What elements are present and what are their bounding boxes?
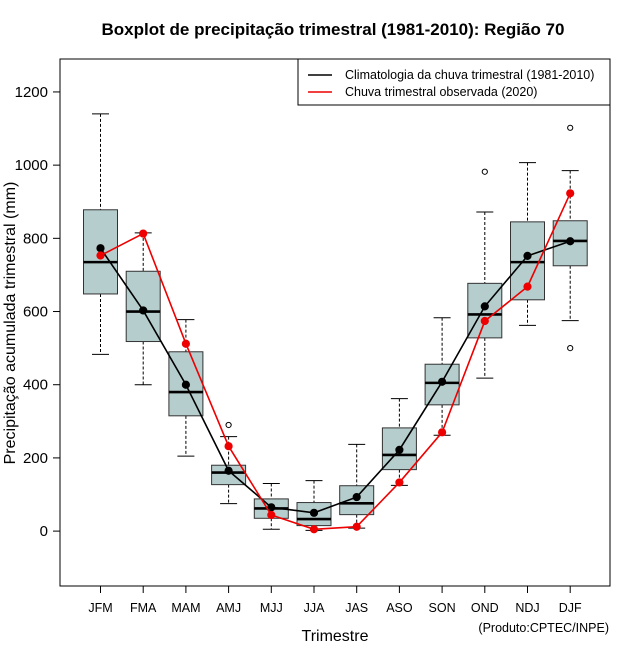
series-observed-point — [309, 525, 319, 534]
series-observed-point — [181, 339, 190, 348]
series-climatology-point — [96, 244, 105, 253]
legend: Climatologia da chuva trimestral (1981-2… — [297, 58, 611, 106]
x-tick-label: FMA — [130, 601, 157, 615]
x-axis-title: Trimestre — [302, 628, 369, 645]
y-tick-label: 600 — [23, 304, 48, 321]
series-observed-point — [139, 229, 148, 238]
x-tick-label: OND — [471, 601, 499, 615]
boxes-layer — [83, 113, 588, 531]
series-observed-point — [480, 316, 489, 326]
series-observed-point — [438, 428, 447, 437]
series-climatology-point — [395, 445, 404, 454]
series-climatology-point — [566, 237, 575, 246]
y-tick-label: 0 — [40, 523, 48, 540]
x-tick-label: DJF — [559, 601, 582, 615]
x-tick-label: JAS — [345, 601, 368, 615]
y-tick-label: 200 — [23, 450, 48, 467]
box-outlier — [225, 421, 232, 429]
series-observed-point — [566, 189, 575, 198]
box-amj — [211, 421, 247, 505]
credit-text: (Produto:CPTEC/INPE) — [478, 621, 609, 635]
series-observed-point — [523, 282, 532, 291]
x-tick-label: JFM — [88, 601, 112, 615]
series-observed-point — [352, 522, 361, 531]
series-climatology-point — [438, 377, 447, 386]
box-outlier — [481, 168, 488, 175]
x-tick-label: NDJ — [515, 601, 539, 615]
y-axis: 0 200 400 600 800 1000 1200 — [15, 84, 61, 540]
series-climatology-point — [139, 306, 148, 315]
series-climatology-point — [480, 302, 489, 311]
box-outlier — [567, 124, 574, 131]
series-climatology-point — [309, 508, 319, 517]
x-tick-label: JJA — [304, 601, 326, 615]
y-tick-label: 800 — [23, 230, 48, 247]
series-observed-point — [395, 478, 404, 487]
series-observed-point — [96, 251, 105, 260]
series-climatology-point — [523, 251, 532, 260]
x-axis: JFM FMA MAM AMJ MJJ JJA JAS ASO SON OND NDJ DJF — [88, 585, 582, 615]
y-tick-label: 1000 — [15, 157, 48, 174]
series-layer — [96, 189, 575, 534]
x-tick-label: MAM — [171, 601, 200, 615]
box-jfm — [83, 113, 118, 355]
x-tick-label: ASO — [386, 601, 413, 615]
box-jja — [296, 480, 332, 531]
legend-label-climatology: Climatologia da chuva trimestral (1981-2… — [345, 68, 594, 82]
legend-label-observed: Chuva trimestral observada (2020) — [345, 85, 537, 99]
box-ond — [467, 168, 503, 379]
box-aso — [381, 398, 417, 486]
y-tick-label: 1200 — [15, 84, 48, 101]
box-son — [424, 317, 460, 436]
chart-title: Boxplot de precipitação trimestral (1981… — [102, 20, 565, 39]
series-observed-line — [100, 192, 571, 531]
x-tick-label: AMJ — [216, 601, 241, 615]
legend-box — [297, 58, 611, 106]
box-outlier — [567, 345, 574, 352]
series-observed-point — [267, 510, 276, 520]
y-tick-label: 400 — [23, 377, 48, 394]
box-jas — [339, 443, 375, 529]
x-tick-label: MJJ — [260, 601, 283, 615]
y-axis-title: Precipitação acumulada trimestral (mm) — [2, 182, 19, 465]
series-climatology — [96, 237, 575, 517]
series-climatology-point — [352, 492, 361, 502]
series-climatology-point — [181, 380, 190, 389]
series-observed-point — [224, 442, 233, 451]
series-climatology-line — [99, 240, 571, 514]
series-observed — [96, 189, 575, 534]
series-climatology-point — [224, 466, 233, 475]
box-ndj — [510, 162, 545, 326]
x-tick-label: SON — [429, 601, 456, 615]
